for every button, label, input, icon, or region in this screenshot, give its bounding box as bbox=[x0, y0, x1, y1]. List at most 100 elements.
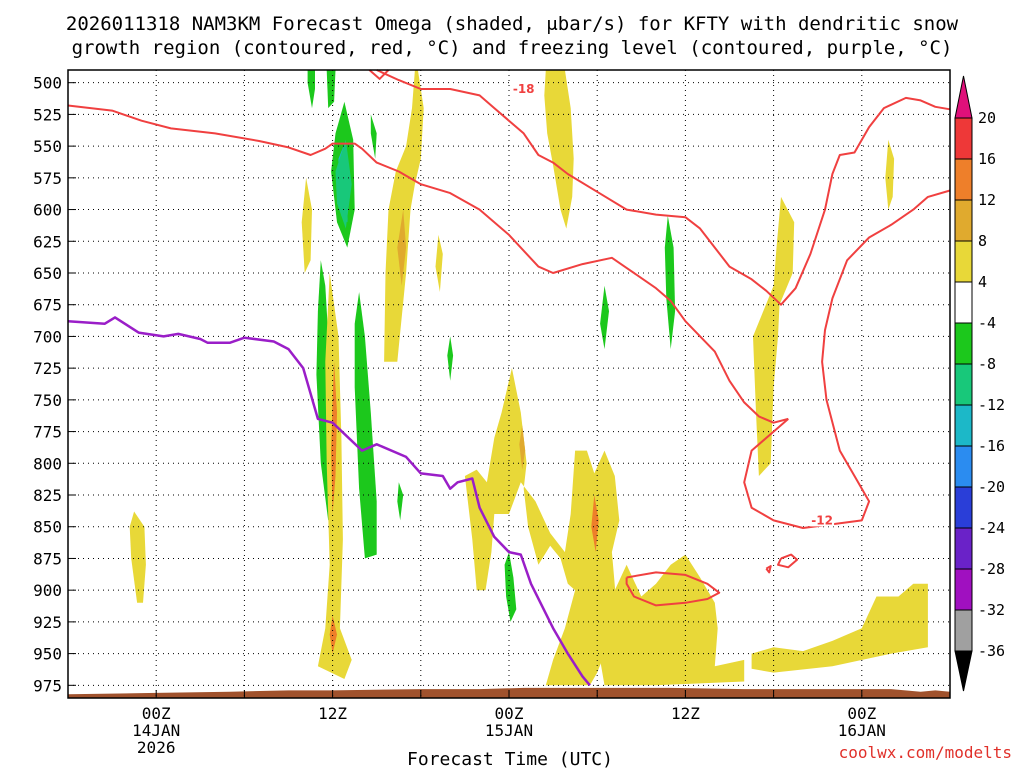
omega-region-25 bbox=[600, 554, 745, 686]
colorbar-label-4: 4 bbox=[978, 273, 987, 291]
contours: -18 -12 bbox=[67, 69, 951, 687]
y-tick-label-11: 775 bbox=[33, 423, 62, 442]
dendritic-contour-5 bbox=[765, 565, 772, 574]
y-tick-label-8: 700 bbox=[33, 327, 62, 346]
contour-label-1: -12 bbox=[811, 513, 833, 527]
y-tick-label-7: 675 bbox=[33, 296, 62, 315]
y-tick-label-9: 725 bbox=[33, 359, 62, 378]
dendritic-contour-0 bbox=[67, 104, 789, 424]
colorbar-bottom-arrow bbox=[954, 650, 973, 692]
colorbar-band-10 bbox=[954, 527, 973, 570]
axes: 500 525 550 575 600 625 650 675 700 725 750 775 800 8… bbox=[33, 69, 951, 757]
y-tick-label-0: 500 bbox=[33, 74, 62, 93]
colorbar-band-8 bbox=[954, 445, 973, 488]
grid-lines bbox=[68, 70, 950, 698]
x-tick-label-4-1: 16JAN bbox=[838, 721, 886, 740]
y-tick-label-17: 925 bbox=[33, 613, 62, 632]
y-tick-label-6: 650 bbox=[33, 264, 62, 283]
omega-region-13 bbox=[544, 70, 574, 229]
chart-title-line2: growth region (contoured, red, °C) and f… bbox=[72, 37, 953, 59]
contour-label-0: -18 bbox=[513, 82, 535, 96]
colorbar-label-0: 20 bbox=[978, 109, 996, 127]
colorbar-band-0 bbox=[954, 117, 973, 160]
colorbar-label-9: -20 bbox=[978, 478, 1005, 496]
colorbar-label-3: 8 bbox=[978, 232, 987, 250]
omega-region-11 bbox=[600, 285, 609, 350]
omega-region-9 bbox=[397, 482, 404, 521]
omega-region-4 bbox=[335, 139, 352, 229]
y-tick-label-12: 800 bbox=[33, 454, 62, 473]
dendritic-contour-1 bbox=[376, 69, 951, 306]
y-tick-label-18: 950 bbox=[33, 645, 62, 664]
omega-region-17 bbox=[435, 234, 443, 292]
colorbar-label-13: -36 bbox=[978, 642, 1005, 660]
dendritic-contour-2 bbox=[743, 189, 951, 529]
colorbar-top-arrow bbox=[954, 75, 973, 119]
colorbar-label-7: -12 bbox=[978, 396, 1005, 414]
omega-region-23 bbox=[519, 425, 526, 470]
x-tick-label-3-0: 12Z bbox=[671, 704, 700, 723]
y-tick-label-4: 600 bbox=[33, 201, 62, 220]
x-tick-label-0-2: 2026 bbox=[137, 738, 176, 757]
colorbar-band-1 bbox=[954, 158, 973, 201]
omega-region-14 bbox=[301, 177, 312, 273]
omega-region-28 bbox=[751, 583, 928, 673]
colorbar-label-11: -28 bbox=[978, 560, 1005, 578]
omega-region-24 bbox=[591, 495, 599, 553]
omega-region-21 bbox=[129, 511, 146, 603]
colorbar-band-6 bbox=[954, 363, 973, 406]
colorbar-band-2 bbox=[954, 199, 973, 242]
x-tick-label-2-1: 15JAN bbox=[485, 721, 533, 740]
credit-text: coolwx.com/modelts bbox=[839, 743, 1012, 762]
omega-region-15 bbox=[384, 70, 424, 362]
y-tick-label-13: 825 bbox=[33, 486, 62, 505]
contour-label-bg-0 bbox=[511, 81, 536, 96]
contour-label-bg-1 bbox=[810, 512, 835, 527]
colorbar-band-9 bbox=[954, 486, 973, 529]
y-tick-label-1: 525 bbox=[33, 105, 62, 124]
y-tick-label-14: 850 bbox=[33, 518, 62, 537]
dendritic-contour-6 bbox=[368, 69, 390, 80]
colorbar-label-5: -4 bbox=[978, 314, 996, 332]
colorbar-band-7 bbox=[954, 404, 973, 447]
colorbar-band-3 bbox=[954, 240, 973, 283]
plot-area bbox=[68, 70, 950, 698]
colorbar: 20 16 12 8 4 -4 -8 -12 -16 -20 -24 -28 -32 -36 bbox=[954, 75, 1005, 692]
omega-region-0 bbox=[307, 70, 315, 109]
omega-region-5 bbox=[370, 114, 377, 159]
colorbar-label-10: -24 bbox=[978, 519, 1005, 537]
omega-region-22 bbox=[464, 368, 620, 686]
colorbar-label-2: 12 bbox=[978, 191, 996, 209]
omega-region-20 bbox=[329, 615, 337, 654]
y-tick-label-19: 975 bbox=[33, 676, 62, 695]
x-tick-label-0-0: 00Z bbox=[142, 704, 171, 723]
omega-region-12 bbox=[664, 215, 676, 350]
omega-region-16 bbox=[397, 209, 407, 286]
x-tick-label-2-0: 00Z bbox=[495, 704, 524, 723]
colorbar-label-6: -8 bbox=[978, 355, 996, 373]
colorbar-band-11 bbox=[954, 568, 973, 611]
omega-region-8 bbox=[447, 336, 454, 381]
dendritic-contour-4 bbox=[777, 553, 799, 569]
dendritic-contour-3 bbox=[625, 571, 721, 607]
omega-region-1 bbox=[326, 70, 336, 109]
y-tick-label-10: 750 bbox=[33, 391, 62, 410]
colorbar-band-12 bbox=[954, 609, 973, 652]
freezing-level-line bbox=[67, 316, 591, 687]
omega-region-10 bbox=[504, 552, 517, 622]
chart-title-line1: 2026011318 NAM3KM Forecast Omega (shaded… bbox=[66, 13, 959, 35]
x-tick-label-1-0: 12Z bbox=[318, 704, 347, 723]
omega-region-27 bbox=[885, 139, 895, 210]
x-tick-label-0-1: 14JAN bbox=[132, 721, 180, 740]
colorbar-label-1: 16 bbox=[978, 150, 996, 168]
y-tick-label-2: 550 bbox=[33, 137, 62, 156]
x-tick-label-4-0: 00Z bbox=[847, 704, 876, 723]
y-tick-label-15: 875 bbox=[33, 549, 62, 568]
colorbar-band-5 bbox=[954, 322, 973, 365]
colorbar-band-4 bbox=[954, 281, 973, 324]
colorbar-label-12: -32 bbox=[978, 601, 1005, 619]
y-tick-label-5: 625 bbox=[33, 232, 62, 251]
x-axis-title: Forecast Time (UTC) bbox=[407, 749, 613, 768]
omega-region-7 bbox=[354, 292, 377, 559]
